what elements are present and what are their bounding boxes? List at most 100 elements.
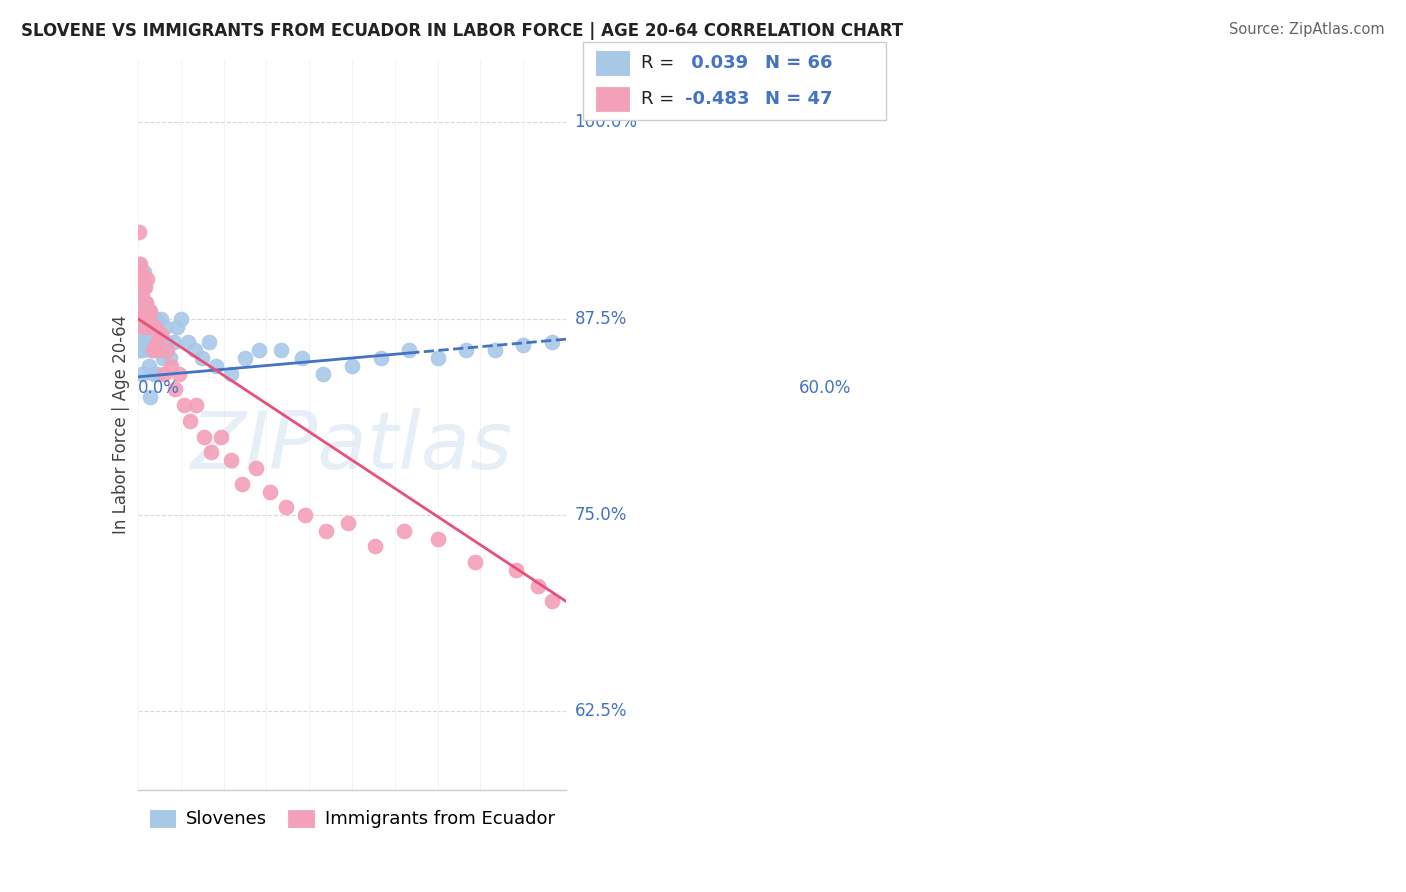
Point [541,335,564,350]
Point [129,257,152,271]
Point [184,343,207,358]
Point [131,280,153,294]
Point [128,225,150,239]
Point [464,555,486,569]
Text: 0.039: 0.039 [685,54,748,72]
Point [129,280,152,294]
Point [247,343,270,358]
Text: R =: R = [641,90,681,108]
Point [219,367,242,381]
Point [141,311,163,326]
Point [146,335,169,350]
Point [132,272,155,286]
Point [135,311,157,326]
Point [398,343,420,358]
Point [132,296,155,310]
Point [512,338,534,352]
Point [170,311,193,326]
Point [129,304,152,318]
Text: N = 47: N = 47 [765,90,832,108]
Point [138,311,160,326]
Point [152,351,174,365]
Point [148,343,170,358]
Point [159,359,181,373]
Point [505,563,527,577]
Point [143,319,166,334]
Point [134,335,156,350]
Text: ZIPatlas: ZIPatlas [191,408,513,485]
Point [219,453,242,467]
Point [138,319,160,334]
Text: 100.0%: 100.0% [575,113,637,131]
Point [193,429,215,443]
Point [456,343,478,358]
Text: 60.0%: 60.0% [799,379,852,397]
Point [484,343,506,358]
Point [259,484,281,499]
Point [163,383,186,397]
Point [148,343,170,358]
Point [129,343,152,358]
Point [315,524,337,538]
Point [134,304,156,318]
Point [135,311,157,326]
Point [426,532,449,546]
Point [141,319,163,334]
Point [159,351,181,365]
Point [541,594,564,608]
Point [129,335,152,350]
Point [149,311,172,326]
Text: Source: ZipAtlas.com: Source: ZipAtlas.com [1229,22,1385,37]
Point [132,319,155,334]
FancyBboxPatch shape [583,42,886,120]
Point [136,272,159,286]
Point [134,304,156,318]
Point [153,367,176,381]
Point [231,476,253,491]
Point [142,367,165,381]
Point [142,343,165,358]
Point [132,280,155,294]
Bar [596,52,628,75]
Point [138,359,160,373]
Point [426,351,449,365]
Point [270,343,292,358]
Point [169,367,191,381]
Text: -0.483: -0.483 [685,90,749,108]
Point [131,311,153,326]
Point [173,398,195,412]
Point [134,265,156,279]
Point [139,390,162,404]
Point [209,429,232,443]
Point [392,524,415,538]
Point [145,311,167,326]
Point [132,343,155,358]
Point [128,343,150,358]
Point [233,351,256,365]
Text: 87.5%: 87.5% [575,310,627,327]
Text: In Labor Force | Age 20-64: In Labor Force | Age 20-64 [111,315,129,534]
Point [131,265,153,279]
Point [150,327,173,342]
Point [205,359,228,373]
Point [291,351,314,365]
Point [166,319,188,334]
Point [128,272,150,286]
Point [132,304,155,318]
Text: N = 66: N = 66 [765,54,832,72]
Point [191,351,214,365]
Point [146,367,169,381]
Point [153,319,176,334]
Point [340,359,363,373]
Point [134,280,156,294]
Point [276,500,298,515]
Text: R =: R = [641,54,681,72]
Point [186,398,208,412]
Text: 75.0%: 75.0% [575,506,627,524]
Point [131,367,153,381]
Text: 0.0%: 0.0% [138,379,180,397]
Bar [596,87,628,111]
Point [294,508,316,522]
Point [139,304,162,318]
Point [143,327,166,342]
